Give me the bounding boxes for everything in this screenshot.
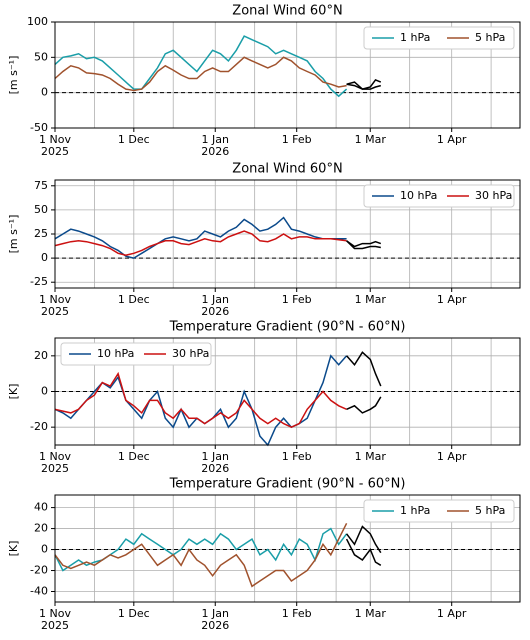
- series-line: [346, 396, 382, 414]
- plot-area: [54, 180, 520, 288]
- series-line: [54, 354, 348, 447]
- y-tick-label: 0: [41, 543, 48, 556]
- legend-label: 5 hPa: [475, 504, 505, 517]
- legend-label: 30 hPa: [172, 347, 209, 360]
- chart-title: Temperature Gradient (90°N - 60°N): [169, 477, 406, 492]
- y-tick-label: -50: [30, 121, 48, 134]
- y-tick-label: 20: [34, 349, 48, 362]
- legend-box: [363, 184, 515, 208]
- x-tick-label: 1 Mar: [355, 293, 387, 306]
- x-tick-label: 1 Apr: [437, 450, 467, 463]
- y-tick-label: -40: [30, 585, 48, 598]
- series-line: [346, 78, 382, 90]
- y-tick-label: 0: [41, 251, 48, 264]
- x-tick-label: 1 Mar: [355, 133, 387, 146]
- legend-label: 1 hPa: [400, 31, 430, 44]
- y-tick-label: -20: [30, 564, 48, 577]
- y-tick-label: 75: [34, 179, 48, 192]
- y-tick-label: 40: [34, 501, 48, 514]
- x-tick-label: 1 Jan 2026: [201, 293, 229, 318]
- y-tick-label: 20: [34, 522, 48, 535]
- series-line: [346, 240, 381, 250]
- x-tick-label: 1 Apr: [437, 133, 467, 146]
- y-axis-label: [m s⁻¹]: [7, 56, 20, 95]
- x-tick-label: 1 Feb: [282, 607, 312, 620]
- x-tick-label: 1 Feb: [282, 133, 312, 146]
- axes-frame: [54, 494, 521, 603]
- x-tick-label: 1 Apr: [437, 293, 467, 306]
- y-tick-label: -20: [30, 420, 48, 433]
- legend-label: 30 hPa: [475, 189, 512, 202]
- x-tick-label: 1 Nov 2025: [39, 293, 71, 318]
- series-line: [345, 538, 382, 566]
- series-line: [54, 35, 348, 98]
- series-line: [346, 351, 382, 387]
- axes-frame: [54, 179, 521, 289]
- chart-title: Zonal Wind 60°N: [232, 4, 342, 19]
- legend-box: [60, 342, 212, 366]
- axes-frame: [54, 21, 521, 129]
- x-tick-label: 1 Dec: [118, 293, 150, 306]
- y-tick-label: 50: [34, 50, 48, 63]
- y-tick-label: 0: [41, 385, 48, 398]
- x-tick-label: 1 Mar: [355, 607, 387, 620]
- y-tick-label: 100: [27, 15, 48, 28]
- series-line: [346, 83, 381, 90]
- legend-label: 10 hPa: [400, 189, 437, 202]
- x-tick-label: 1 Dec: [118, 133, 150, 146]
- y-tick-label: 0: [41, 86, 48, 99]
- x-tick-label: 1 Jan 2026: [201, 133, 229, 158]
- series-line: [54, 216, 347, 259]
- series-line: [54, 56, 347, 92]
- legend-label: 1 hPa: [400, 504, 430, 517]
- series-line: [346, 240, 382, 248]
- axes-frame: [54, 337, 521, 446]
- legend-label: 5 hPa: [475, 31, 505, 44]
- x-tick-label: 1 Dec: [118, 450, 150, 463]
- y-tick-label: 50: [34, 203, 48, 216]
- x-tick-label: 1 Nov 2025: [39, 450, 71, 475]
- x-tick-label: 1 Mar: [355, 450, 387, 463]
- x-tick-label: 1 Nov 2025: [39, 133, 71, 158]
- y-tick-label: -25: [30, 275, 48, 288]
- y-axis-label: [K]: [7, 384, 20, 400]
- y-axis-label: [K]: [7, 541, 20, 557]
- x-tick-label: 1 Dec: [118, 607, 150, 620]
- y-axis-label: [m s⁻¹]: [7, 215, 20, 254]
- x-tick-label: 1 Jan 2026: [201, 450, 229, 475]
- series-line: [346, 525, 382, 554]
- legend-box: [363, 499, 515, 523]
- legend-label: 10 hPa: [97, 347, 134, 360]
- x-tick-label: 1 Jan 2026: [201, 607, 229, 632]
- x-tick-label: 1 Feb: [282, 293, 312, 306]
- chart-title: Zonal Wind 60°N: [232, 162, 342, 177]
- series-line: [54, 371, 347, 429]
- legend-box: [363, 26, 515, 50]
- series-line: [54, 230, 347, 256]
- series-line: [54, 522, 348, 588]
- chart-title: Temperature Gradient (90°N - 60°N): [169, 320, 406, 335]
- x-tick-label: 1 Nov 2025: [39, 607, 71, 632]
- x-tick-label: 1 Apr: [437, 607, 467, 620]
- x-tick-label: 1 Feb: [282, 450, 312, 463]
- y-tick-label: 25: [34, 227, 48, 240]
